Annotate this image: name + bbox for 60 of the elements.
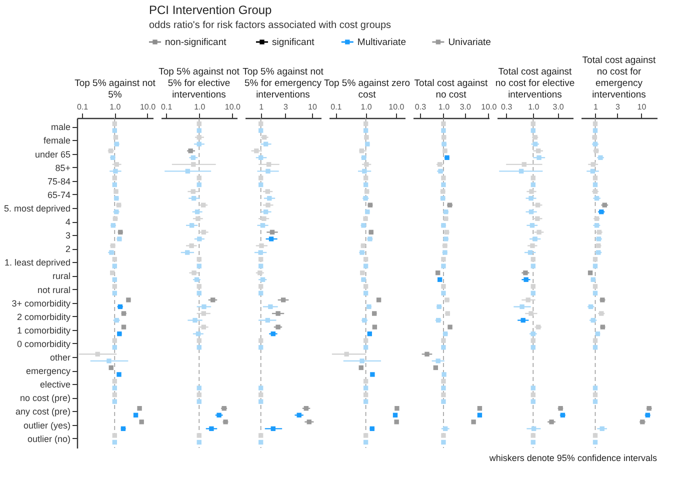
x-tick-label: 1.0 (360, 102, 372, 112)
y-tick-label: female (43, 136, 70, 146)
chart-title: Top 5% against not 5% (74, 78, 156, 100)
y-tick-label: 0 comorbidity (16, 338, 71, 349)
y-tick-label: any cost (pre) (15, 406, 70, 417)
text: odds ratio's for risk factors associated with cost groups (149, 20, 392, 31)
legend-label: Univariate (448, 37, 491, 48)
x-tick-label: 1 (259, 102, 264, 112)
y-tick-label: male (50, 122, 70, 132)
x-tick-label: 1.0 (528, 102, 540, 112)
x-tick-label: 10.0 (388, 102, 405, 112)
y-tick-label: 2 (65, 244, 70, 254)
y-tick-label: under 65 (34, 149, 70, 160)
x-tick-label: 0.3 (414, 102, 427, 112)
y-tick-label: 65-74 (47, 190, 70, 200)
x-tick-label: 1.0 (438, 102, 450, 112)
y-tick-label: outlier (yes) (23, 420, 70, 430)
x-tick-label: 3.0 (460, 102, 472, 112)
x-tick-label: 0.1 (161, 102, 173, 112)
chart-title: Top 5% against zero cost (324, 78, 410, 100)
x-tick-label: 1.0 (110, 102, 122, 112)
y-tick-label: 1. least deprived (4, 258, 70, 268)
y-tick-label: 4 (65, 217, 70, 228)
x-tick-label: 3.0 (552, 102, 564, 112)
y-tick-label: 2 comorbidity (16, 312, 71, 322)
x-tick-label: 10.0 (140, 102, 156, 112)
y-tick-label: outlier (no) (27, 434, 70, 444)
text: non-significant (165, 37, 227, 48)
x-tick-label: 3 (615, 102, 620, 112)
chart-title: Top 5% against not 5% for elective interventions (158, 66, 240, 100)
text: whiskers denote 95% confidence intervals (488, 453, 658, 463)
y-tick-label: 3+ comorbidity (12, 298, 71, 308)
x-tick-label: 10 (308, 102, 318, 112)
chart-title: Total cost against no cost for elective interventions (495, 66, 575, 100)
y-tick-label: 5. most deprived (4, 203, 70, 214)
y-tick-label: 1 comorbidity (16, 325, 71, 336)
y-tick-label: 85+ (55, 162, 70, 173)
x-tick-label: 3 (284, 102, 289, 112)
x-tick-label: 1 (594, 102, 599, 112)
x-tick-label: 10.0 (224, 102, 242, 112)
y-tick-label: rural (52, 271, 70, 282)
y-tick-label: elective (40, 380, 70, 390)
x-tick-label: 10.0 (481, 102, 498, 112)
y-tick-label: no cost (pre) (20, 393, 70, 404)
y-tick-label: 75-84 (47, 176, 70, 186)
y-tick-label: emergency (26, 366, 71, 376)
chart-title: Total cost against no cost (414, 78, 488, 100)
y-tick-label: other (50, 352, 70, 363)
x-tick-label: 0.1 (76, 102, 89, 112)
text: significant (272, 37, 315, 48)
x-tick-label: 1.0 (194, 102, 206, 112)
chart-title: Total cost against no cost for emergency interventions (582, 55, 656, 100)
x-tick-label: 0.3 (501, 102, 513, 112)
x-tick-label: 10 (637, 102, 647, 112)
legend-label: Multivariate (357, 37, 406, 48)
y-tick-label: not rural (37, 284, 70, 295)
text: PCI Intervention Group (149, 3, 272, 17)
x-tick-label: 0.1 (330, 102, 342, 112)
y-tick-label: 3 (65, 230, 70, 241)
chart-title: Top 5% against not 5% for emergency interventions (242, 66, 324, 100)
